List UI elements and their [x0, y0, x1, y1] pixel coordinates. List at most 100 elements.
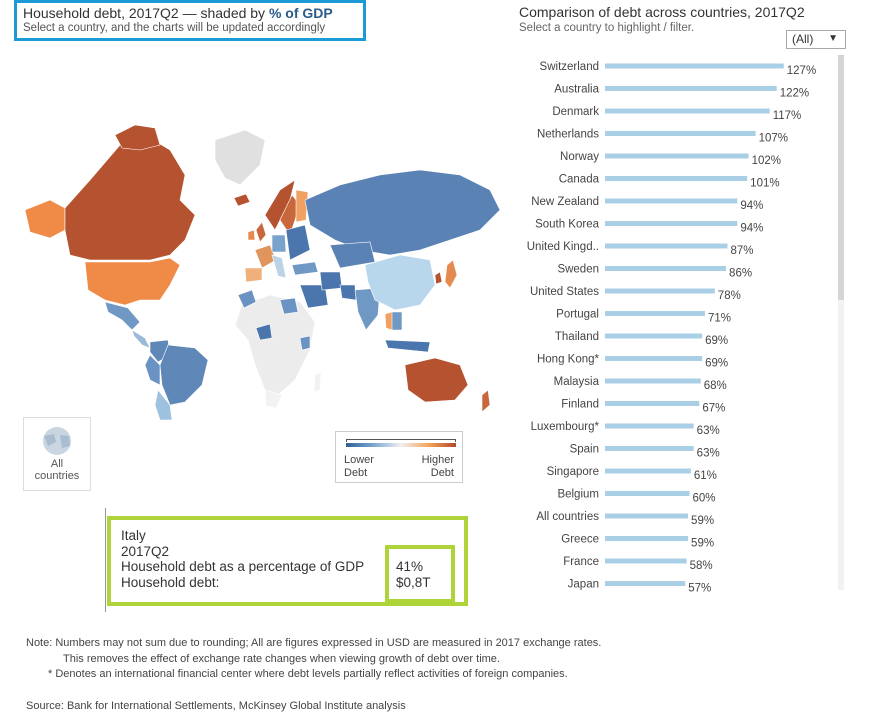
map-country-kenya[interactable] — [299, 335, 311, 351]
bar-hong-kong[interactable] — [605, 356, 703, 361]
bar-label-switzerland[interactable]: Switzerland — [540, 61, 599, 73]
map-country-ireland[interactable] — [247, 229, 256, 241]
bar-label-malaysia[interactable]: Malaysia — [554, 376, 600, 388]
bar-united-states[interactable] — [605, 288, 715, 294]
map-country-alaska[interactable] — [24, 199, 66, 239]
bar-label-canada[interactable]: Canada — [559, 174, 600, 186]
map-country-china[interactable] — [364, 254, 436, 311]
bar-spain[interactable] — [605, 446, 694, 451]
bar-label-united-states[interactable]: United States — [530, 286, 599, 298]
bar-label-united-kingd[interactable]: United Kingd.. — [527, 241, 599, 253]
map-country-thailand[interactable] — [384, 311, 393, 331]
bar-australia[interactable] — [605, 86, 777, 91]
bar-label-new-zealand[interactable]: New Zealand — [531, 196, 599, 208]
bar-label-hong-kong[interactable]: Hong Kong* — [537, 354, 600, 366]
map-country-madagascar[interactable] — [313, 371, 322, 393]
bar-label-finland[interactable]: Finland — [561, 399, 599, 411]
map-country-central-america[interactable] — [131, 329, 151, 349]
map-country-uk[interactable] — [255, 221, 267, 243]
bar-label-belgium[interactable]: Belgium — [557, 489, 599, 501]
bar-portugal[interactable] — [605, 311, 705, 316]
map-country-usa[interactable] — [84, 257, 181, 306]
bar-value-malaysia: 68% — [704, 380, 727, 392]
map-country-eastern-europe[interactable] — [285, 224, 311, 261]
bar-finland[interactable] — [605, 401, 700, 406]
country-filter-value: (All) — [792, 32, 814, 46]
bar-denmark[interactable] — [605, 108, 770, 114]
map-country-italy[interactable] — [271, 254, 287, 279]
map-country-south-korea[interactable] — [434, 271, 443, 285]
bar-label-south-korea[interactable]: South Korea — [535, 219, 600, 231]
map-country-chile-argentina[interactable] — [154, 389, 173, 420]
bar-netherlands[interactable] — [605, 131, 756, 136]
bar-france[interactable] — [605, 558, 687, 564]
bar-label-greece[interactable]: Greece — [561, 534, 599, 546]
map-country-germany[interactable] — [271, 234, 287, 253]
bar-all-countries[interactable] — [605, 513, 689, 519]
map-country-norway[interactable] — [264, 179, 296, 231]
map-country-pakistan[interactable] — [339, 284, 357, 301]
bar-malaysia[interactable] — [605, 378, 701, 384]
map-country-iran[interactable] — [319, 271, 343, 291]
bar-label-spain[interactable]: Spain — [570, 444, 599, 456]
map-country-new-zealand[interactable] — [481, 389, 491, 413]
footnotes: Note: Numbers may not sum due to roundin… — [26, 636, 601, 683]
bar-value-portugal: 71% — [708, 313, 731, 325]
map-country-canada-arctic[interactable] — [114, 124, 161, 151]
bar-new-zealand[interactable] — [605, 198, 738, 204]
bar-label-singapore[interactable]: Singapore — [547, 466, 599, 478]
country-filter-dropdown[interactable]: (All) ▼ — [786, 30, 846, 49]
bar-canada[interactable] — [605, 176, 748, 181]
bar-united-kingd[interactable] — [605, 243, 728, 249]
bar-south-korea[interactable] — [605, 221, 738, 226]
globe-icon — [43, 427, 71, 455]
bar-label-portugal[interactable]: Portugal — [556, 309, 599, 321]
legend-low-line1: Lower — [344, 454, 374, 466]
bar-switzerland[interactable] — [605, 63, 784, 69]
map-country-japan[interactable] — [444, 259, 458, 289]
bar-label-denmark[interactable]: Denmark — [552, 106, 599, 118]
map-country-south-africa[interactable] — [264, 389, 283, 409]
map-country-finland[interactable] — [295, 189, 309, 223]
bar-chart-scrollbar[interactable] — [838, 55, 844, 590]
bar-sweden[interactable] — [605, 266, 727, 271]
map-country-australia[interactable] — [404, 357, 469, 403]
bar-thailand[interactable] — [605, 333, 703, 339]
map-country-peru[interactable] — [144, 354, 161, 386]
map-country-greenland[interactable] — [214, 129, 266, 186]
bar-chart-scroll-thumb[interactable] — [838, 55, 844, 300]
map-country-indonesia[interactable] — [384, 339, 431, 353]
bar-japan[interactable] — [605, 581, 686, 586]
bar-greece[interactable] — [605, 536, 689, 541]
bar-value-sweden: 86% — [729, 268, 752, 280]
map-country-canada[interactable] — [64, 134, 196, 261]
map-country-brazil[interactable] — [159, 344, 209, 406]
map-country-mexico[interactable] — [104, 301, 141, 331]
map-country-russia[interactable] — [304, 169, 501, 256]
map-country-egypt[interactable] — [279, 297, 299, 315]
bar-norway[interactable] — [605, 153, 749, 159]
bar-label-japan[interactable]: Japan — [568, 579, 599, 591]
bar-label-netherlands[interactable]: Netherlands — [537, 129, 599, 141]
bar-singapore[interactable] — [605, 468, 691, 474]
bar-label-norway[interactable]: Norway — [560, 151, 599, 163]
map-country-spain-portugal[interactable] — [244, 267, 263, 283]
bar-value-belgium: 60% — [692, 493, 715, 505]
bar-value-switzerland: 127% — [787, 65, 816, 77]
world-map[interactable] — [10, 90, 510, 420]
bar-label-australia[interactable]: Australia — [554, 84, 599, 96]
map-country-morocco[interactable] — [237, 289, 257, 309]
bar-label-sweden[interactable]: Sweden — [557, 264, 599, 276]
bar-belgium[interactable] — [605, 491, 690, 496]
map-country-nigeria[interactable] — [255, 323, 273, 341]
bar-luxembourg[interactable] — [605, 423, 694, 429]
map-country-turkey[interactable] — [291, 261, 319, 276]
bar-label-thailand[interactable]: Thailand — [555, 331, 599, 343]
bar-label-france[interactable]: France — [563, 556, 599, 568]
all-countries-button[interactable]: All countries — [23, 417, 91, 491]
map-country-saudi-arabia[interactable] — [299, 284, 329, 309]
tooltip-pct-label: Household debt as a percentage of GDP — [121, 559, 365, 574]
bar-label-luxembourg[interactable]: Luxembourg* — [531, 421, 600, 433]
bar-label-all-countries[interactable]: All countries — [536, 511, 599, 523]
map-country-iceland[interactable] — [233, 193, 251, 207]
